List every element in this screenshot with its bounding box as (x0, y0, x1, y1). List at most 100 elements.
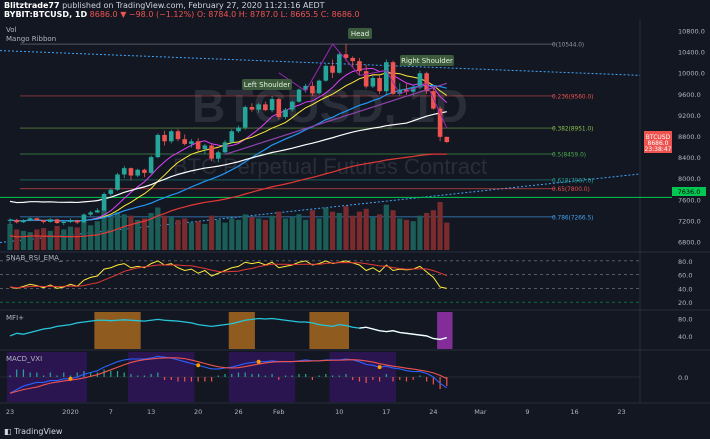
macd-cross-dot (196, 363, 201, 368)
candle-body (41, 220, 46, 222)
candle-body (48, 219, 53, 222)
last-price-label: BTCUSD 8686.0 23:38:47 (644, 131, 672, 153)
volume-bar (444, 222, 450, 250)
volume-bar (135, 219, 141, 250)
candle-body (357, 61, 362, 72)
chart-canvas[interactable]: BTCUSD, 1D BTC Perpetual Futures Contrac… (0, 0, 710, 425)
volume-bar (20, 230, 27, 250)
candle-body (417, 73, 423, 88)
candle-body (404, 89, 409, 92)
candle-body (168, 131, 174, 142)
last-price-value: 8686.0 (648, 140, 669, 147)
mfi-label[interactable]: MFI+ (6, 314, 24, 322)
volume-bar (336, 212, 342, 250)
volume-bar (128, 215, 134, 250)
annotation-left-shoulder[interactable]: Left Shoulder (242, 79, 292, 90)
publish-info: published on TradingView.com, February 2… (62, 1, 325, 10)
upper-trendline (0, 50, 641, 76)
watermark-symbol: BTCUSD, 1D (192, 80, 468, 132)
annotation-head[interactable]: Head (348, 28, 372, 39)
time-tick-label: Feb (273, 408, 285, 416)
rsi-label[interactable]: SNAB_RSI_EMA_ (6, 254, 63, 262)
volume-bar (343, 206, 349, 250)
candle-body (289, 101, 295, 110)
price-tick-label: 10000.0 (678, 70, 705, 78)
macd-tick-label: 0.0 (678, 374, 688, 382)
volume-bar (249, 217, 255, 250)
candle-body (242, 107, 248, 128)
price-axis: 10800.0 10400.0 10000.0 9600.0 9200.0 8800.0 8… (678, 28, 705, 247)
volume-bar (417, 215, 423, 250)
mfi-tick-label: 40.0 (678, 333, 692, 341)
fib-label: 0.5(8459.0) (552, 152, 586, 158)
volume-bar (155, 207, 161, 250)
candle-body (336, 54, 342, 73)
candle-body (384, 62, 389, 92)
time-tick-label: 7 (109, 408, 113, 416)
volume-bars (7, 202, 450, 250)
annotation-right-shoulder-text: Right Shoulder (401, 57, 453, 65)
macd-signal-line (9, 357, 448, 394)
annotation-right-shoulder[interactable]: Right Shoulder (400, 55, 454, 66)
candle-body (121, 168, 127, 175)
candle-body (108, 189, 114, 194)
rsi-tick-label: 40.0 (678, 285, 692, 293)
symbol-label[interactable]: BYBIT:BTCUSD, 1D (4, 10, 88, 19)
candle-body (54, 219, 60, 223)
volume-bar (148, 212, 154, 250)
rsi-line (9, 260, 447, 289)
fib-label: 0.618(7967.0) (552, 178, 593, 184)
candle-body (128, 168, 134, 176)
volume-bar (370, 217, 376, 250)
tradingview-logo[interactable]: ◧ TradingView (4, 427, 62, 436)
time-tick-label: 24 (429, 408, 437, 416)
candle-body (7, 219, 13, 221)
publish-line: Blitztrade77 published on TradingView.co… (4, 1, 325, 11)
volume-bar (215, 219, 221, 250)
ribbon-label[interactable]: Mango Ribbon (6, 35, 56, 43)
chart-header: Blitztrade77 published on TradingView.co… (0, 0, 710, 20)
volume-bar (323, 207, 329, 250)
publisher-name[interactable]: Blitztrade77 (4, 1, 60, 10)
time-tick-label: Mar (474, 408, 487, 416)
candle-body (68, 220, 73, 222)
head-shoulders-lines (224, 43, 448, 156)
volume-bar (316, 218, 322, 250)
symbol-line: BYBIT:BTCUSD, 1D 8686.0 ▼ −98.0 (−1.12%)… (4, 10, 360, 20)
time-tick-label: 26 (234, 408, 242, 416)
footer: ◧ TradingView (0, 425, 710, 439)
lower-trendline (0, 173, 641, 244)
candle-body (175, 131, 181, 140)
fib-label: 0(10544.0) (552, 43, 584, 49)
candle-body (142, 169, 147, 173)
macd-cross-dot (256, 359, 261, 364)
fib-label: 0.382(8951.0) (552, 127, 593, 133)
price-change: 8686.0 ▼ −98.0 (−1.12%) (89, 10, 195, 19)
volume-bar (235, 219, 242, 250)
volume-bar (430, 210, 436, 250)
candle-body (81, 214, 87, 223)
price-tick-label: 10800.0 (678, 28, 705, 36)
vol-label[interactable]: Vol (6, 26, 17, 34)
candle-body (444, 136, 450, 143)
candle-body (269, 99, 275, 111)
volume-bar (242, 214, 248, 250)
candle-body (101, 194, 107, 211)
ma-red-line (9, 153, 447, 238)
mfi-line (9, 317, 447, 341)
time-axis[interactable]: 23 2020 7 13 20 26 Feb 10 17 24 Mar 9 16 23 (6, 408, 626, 416)
volume-bar (74, 227, 80, 250)
volume-bar (195, 221, 201, 250)
volume-bar (188, 222, 195, 250)
candle-body (303, 85, 308, 90)
volume-bar (282, 218, 289, 250)
macd-label[interactable]: MACD_VXI (6, 355, 42, 363)
candle-body (195, 141, 201, 150)
macd-panel: 0.0 (0, 352, 688, 402)
volume-bar (47, 230, 53, 250)
candle-body (296, 89, 302, 102)
volume-bar (289, 217, 295, 250)
price-tick-label: 8800.0 (678, 133, 701, 141)
mfi-line-tail (359, 326, 447, 341)
price-tick-label: 9200.0 (678, 112, 701, 120)
